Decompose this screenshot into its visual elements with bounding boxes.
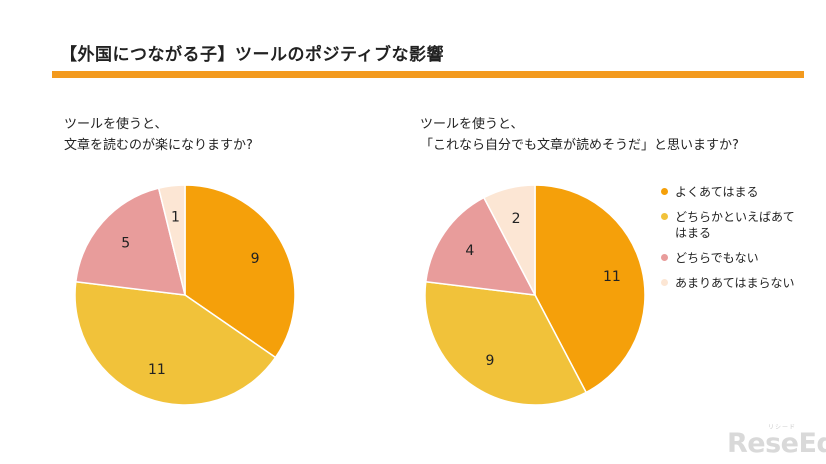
pie-chart-1: 9 11 5 1 xyxy=(74,184,296,406)
pie-2-slice-label: 9 xyxy=(486,353,495,369)
page-title: 【外国につながる子】ツールのポジティブな影響 xyxy=(60,45,444,65)
pie-1-slice-label: 1 xyxy=(171,209,180,225)
pie-2-slice xyxy=(534,184,646,394)
legend-item: あまりあてはまらない xyxy=(661,275,811,291)
pie-chart-2: 11 9 4 2 xyxy=(424,184,646,406)
legend-label: どちらかといえばあて はまる xyxy=(675,210,795,240)
chart-legend: よくあてはまる どちらかといえばあて はまる どちらでもない あまりあてはまらな… xyxy=(661,184,811,300)
watermark-logo: ReseEd xyxy=(727,428,826,459)
legend-item: どちらかといえばあて はまる xyxy=(661,209,811,241)
legend-item: どちらでもない xyxy=(661,250,811,266)
pie-1-slice xyxy=(184,184,296,359)
legend-label: どちらでもない xyxy=(675,251,759,265)
chart-1-question-line-1: ツールを使うと、 xyxy=(64,117,168,132)
chart-2-question: ツールを使うと、 「これなら自分でも文章が読めそうだ」と思いますか? xyxy=(420,114,739,156)
title-underline xyxy=(52,71,804,78)
watermark-ruby: リシード xyxy=(768,424,797,431)
legend-item: よくあてはまる xyxy=(661,184,811,200)
pie-1-slice-label: 11 xyxy=(148,362,166,378)
legend-swatch xyxy=(661,188,668,195)
chart-1-question: ツールを使うと、 文章を読むのが楽になりますか? xyxy=(64,114,253,156)
pie-2-slice-label: 11 xyxy=(603,269,621,285)
legend-label: あまりあてはまらない xyxy=(675,276,795,290)
pie-2-slice-label: 2 xyxy=(512,211,521,227)
pie-1-slice-label: 5 xyxy=(121,235,130,251)
pie-1-slice-label: 9 xyxy=(251,251,260,267)
pie-2-slice xyxy=(424,196,537,296)
legend-label: よくあてはまる xyxy=(675,185,759,199)
pie-2-slice-label: 4 xyxy=(465,243,474,259)
pie-1-slice xyxy=(74,187,186,296)
pie-2-slice xyxy=(482,184,536,296)
pie-2-slice xyxy=(424,280,588,406)
pie-1-slice xyxy=(74,280,277,406)
chart-2-question-line-1: ツールを使うと、 xyxy=(420,117,524,132)
chart-2-question-line-2: 「これなら自分でも文章が読めそうだ」と思いますか? xyxy=(420,138,739,153)
pie-1-slice xyxy=(157,184,186,296)
legend-swatch xyxy=(661,254,668,261)
legend-swatch xyxy=(661,279,668,286)
legend-swatch xyxy=(661,213,668,220)
chart-1-question-line-2: 文章を読むのが楽になりますか? xyxy=(64,138,253,153)
